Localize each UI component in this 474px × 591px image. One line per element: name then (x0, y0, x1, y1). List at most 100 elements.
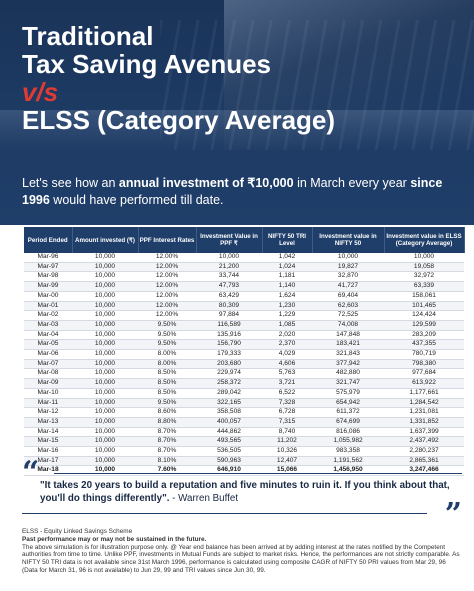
table-cell: 590,963 (196, 456, 262, 467)
table-cell: 1,191,562 (312, 456, 384, 467)
disclaimer-line-1: ELSS - Equity Linked Savings Scheme (22, 528, 133, 535)
table-cell: 482,880 (312, 368, 384, 380)
table-cell: Mar-98 (24, 271, 72, 283)
table-cell: Mar-16 (24, 446, 72, 457)
table-cell: 72,525 (312, 310, 384, 321)
table-cell: 69,404 (312, 291, 384, 302)
table-cell: 10,000 (72, 427, 138, 438)
table-cell: 12.00% (138, 310, 196, 321)
table-cell: 1,085 (262, 320, 312, 331)
table-cell: 47,793 (196, 281, 262, 292)
table-cell: 400,057 (196, 417, 262, 428)
table-cell: 10,000 (72, 339, 138, 351)
table-cell: 12,407 (262, 456, 312, 467)
table-cell: 1,284,542 (384, 398, 464, 409)
table-row: Mar-16 10,000 8.70% 536,505 10,326 983,358 2,2… (24, 446, 464, 457)
disclaimer-body: The above simulation is for illustration… (22, 543, 460, 574)
table-cell: 124,424 (384, 310, 464, 321)
table-cell: 10,000 (72, 253, 138, 263)
table-cell: 32,972 (384, 271, 464, 283)
table-cell: 1,181 (262, 271, 312, 283)
table-cell: 10,000 (72, 407, 138, 418)
quote-box: “ "It takes 20 years to build a reputati… (22, 458, 462, 530)
table-cell: 283,209 (384, 330, 464, 341)
table-cell: Mar-00 (24, 291, 72, 302)
table-cell: 5,763 (262, 368, 312, 380)
table-cell: 101,465 (384, 301, 464, 312)
table-cell: 1,024 (262, 262, 312, 273)
table-cell: 358,508 (196, 407, 262, 418)
table-cell: Mar-15 (24, 436, 72, 448)
table-cell: 816,086 (312, 427, 384, 438)
table-cell: 289,042 (196, 388, 262, 399)
table-cell: 11,202 (262, 436, 312, 448)
table-cell: 8.00% (138, 359, 196, 370)
table-cell: 7.60% (138, 465, 196, 477)
table-row: Mar-17 10,000 8.10% 590,963 12,407 1,191,562 2… (24, 456, 464, 467)
table-cell: 10,000 (196, 253, 262, 263)
table-cell: Mar-10 (24, 388, 72, 399)
table-cell: 19,058 (384, 262, 464, 273)
table-cell: Mar-02 (24, 310, 72, 321)
table-row: Mar-14 10,000 8.70% 444,862 8,740 816,086 1,63… (24, 427, 464, 438)
table-cell: 12.00% (138, 291, 196, 302)
table-cell: 4,029 (262, 349, 312, 360)
table-cell: 536,505 (196, 446, 262, 457)
title-line-4: ELSS (Category Average) (22, 105, 336, 135)
table-body: Mar-96 10,000 12.00% 10,000 1,042 10,000 10,00… (24, 253, 464, 477)
table-cell: 8.70% (138, 436, 196, 448)
table-cell: 12.00% (138, 281, 196, 292)
table-cell: 158,061 (384, 291, 464, 302)
table-cell: 977,684 (384, 368, 464, 380)
table-cell: 10,000 (72, 446, 138, 457)
intro-part-2: in March every year (293, 176, 411, 190)
table-cell: 1,042 (262, 253, 312, 263)
table-cell: Mar-06 (24, 349, 72, 360)
table-cell: 10,000 (72, 388, 138, 399)
table-cell: 19,827 (312, 262, 384, 273)
table-cell: 2,020 (262, 330, 312, 341)
table-cell: 116,589 (196, 320, 262, 331)
table-row: Mar-03 10,000 9.50% 116,589 1,085 74,008 129,5… (24, 320, 464, 331)
table-cell: 10,000 (72, 320, 138, 331)
table-cell: 8.80% (138, 417, 196, 428)
table-cell: 9.50% (138, 339, 196, 351)
table-cell: 8.00% (138, 349, 196, 360)
table-cell: 1,055,982 (312, 436, 384, 448)
floor-reflection (0, 110, 474, 150)
table-cell: 611,372 (312, 407, 384, 418)
table-cell: Mar-08 (24, 368, 72, 380)
intro-part-3: would have performed till date. (49, 193, 224, 207)
table-row: Mar-05 10,000 9.50% 156,790 2,370 183,421 437,… (24, 339, 464, 351)
table-cell: Mar-11 (24, 398, 72, 409)
table-cell: 1,229 (262, 310, 312, 321)
table-cell: Mar-18 (24, 465, 72, 477)
table-cell: 147,848 (312, 330, 384, 341)
building-background (224, 0, 474, 150)
table-cell: Mar-09 (24, 378, 72, 389)
table-cell: 15,066 (262, 465, 312, 477)
quote-top-rule (54, 473, 462, 474)
table-row: Mar-06 10,000 8.00% 179,333 4,029 321,843 780,… (24, 349, 464, 360)
table-row: Mar-02 10,000 12.00% 97,884 1,229 72,525 124,4… (24, 310, 464, 321)
comparison-table: Period Ended Amount invested (₹) PPF Inter… (24, 227, 465, 477)
table-cell: 1,177,661 (384, 388, 464, 399)
table-cell: 1,231,081 (384, 407, 464, 418)
column-header: Amount invested (₹) (72, 227, 139, 253)
table-cell: 10,000 (72, 436, 138, 448)
table-cell: Mar-14 (24, 427, 72, 438)
table-cell: 654,942 (312, 398, 384, 409)
table-cell: 8.50% (138, 388, 196, 399)
table-cell: 9.50% (138, 320, 196, 331)
table-row: Mar-13 10,000 8.80% 400,057 7,315 674,699 1,33… (24, 417, 464, 428)
table-row: Mar-97 10,000 12.00% 21,200 1,024 19,827 19,05… (24, 262, 464, 273)
intro-bold-1: annual investment of ₹10,000 (118, 176, 294, 190)
table-cell: 7,328 (262, 398, 312, 409)
table-row: Mar-98 10,000 12.00% 33,744 1,181 32,870 32,97… (24, 271, 464, 283)
table-row: Mar-01 10,000 12.00% 80,309 1,230 62,603 101,4… (24, 301, 464, 312)
table-cell: 321,747 (312, 378, 384, 389)
table-cell: 3,721 (262, 378, 312, 389)
table-cell: 80,309 (196, 301, 262, 312)
table-cell: 156,790 (196, 339, 262, 351)
table-cell: 10,000 (72, 368, 138, 380)
